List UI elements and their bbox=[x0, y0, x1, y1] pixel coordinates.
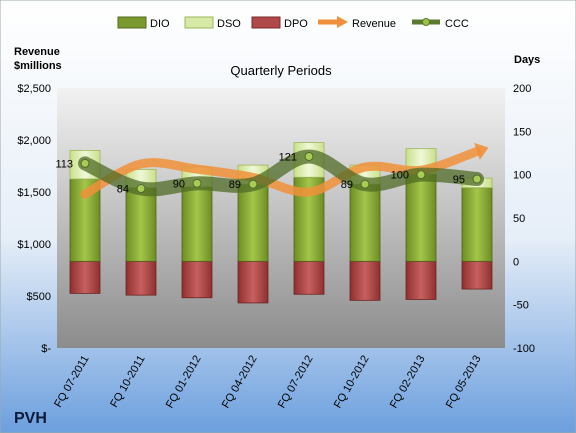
right-axis-label: Days bbox=[514, 54, 540, 66]
bar-dpo bbox=[237, 260, 269, 304]
left-tick-label: $1,500 bbox=[17, 187, 51, 199]
ccc-data-label: 89 bbox=[229, 179, 241, 191]
ccc-line bbox=[78, 149, 484, 197]
left-tick-label: $- bbox=[41, 343, 51, 355]
right-tick-label: 0 bbox=[513, 256, 519, 268]
bar-dpo bbox=[181, 260, 213, 299]
legend-dso: DSO bbox=[184, 16, 241, 30]
company-label: PVH bbox=[14, 410, 47, 427]
bar-dpo bbox=[461, 260, 493, 290]
legend-revenue-label: Revenue bbox=[352, 18, 396, 30]
left-tick-label: $2,500 bbox=[17, 83, 51, 95]
legend-dpo: DPO bbox=[251, 16, 308, 30]
legend-dpo-swatch bbox=[251, 16, 281, 29]
revenue-arrow-icon bbox=[474, 142, 489, 160]
chart-title: Quarterly Periods bbox=[230, 63, 332, 78]
left-axis-label-line1: Revenue bbox=[14, 46, 60, 58]
ccc-data-label: 95 bbox=[453, 174, 465, 186]
left-axis-label-line2: $millions bbox=[14, 60, 62, 72]
ccc-point bbox=[248, 179, 258, 189]
ccc-point bbox=[360, 179, 370, 189]
right-tick-label: 100 bbox=[513, 170, 531, 182]
bar-dpo bbox=[405, 260, 437, 300]
legend-revenue-arrow-icon bbox=[337, 16, 348, 28]
legend-dio-label: DIO bbox=[150, 18, 170, 30]
bar-dio bbox=[461, 187, 493, 262]
legend: DIO DSO DPO Revenue CCC bbox=[117, 16, 469, 30]
right-tick-label: 50 bbox=[513, 213, 525, 225]
bar-dio bbox=[405, 173, 437, 262]
legend-revenue: Revenue bbox=[318, 16, 396, 30]
ccc-point bbox=[192, 178, 202, 188]
ccc-data-label: 113 bbox=[55, 158, 73, 170]
legend-dio-swatch bbox=[117, 16, 147, 29]
ccc-point bbox=[472, 174, 482, 184]
ccc-point bbox=[304, 151, 314, 161]
right-tick-label: 150 bbox=[513, 126, 531, 138]
legend-ccc: CCC bbox=[412, 18, 469, 30]
right-tick-label: -50 bbox=[513, 300, 529, 312]
bar-dio bbox=[181, 186, 213, 262]
bar-dio bbox=[125, 187, 157, 262]
ccc-data-label: 100 bbox=[391, 170, 409, 182]
legend-dso-label: DSO bbox=[217, 18, 241, 30]
bar-dpo bbox=[69, 260, 101, 294]
right-tick-label: 200 bbox=[513, 83, 531, 95]
left-tick-label: $1,000 bbox=[17, 239, 51, 251]
legend-ccc-label: CCC bbox=[445, 18, 469, 30]
bar-dio bbox=[349, 183, 381, 262]
legend-ccc-marker bbox=[422, 18, 430, 26]
ccc-point bbox=[80, 158, 90, 168]
bar-dio bbox=[237, 183, 269, 262]
series-lines: 113 84 90 89 121 89 100 95 bbox=[55, 142, 489, 199]
legend-dpo-label: DPO bbox=[284, 18, 308, 30]
ccc-point bbox=[416, 170, 426, 180]
ccc-data-label: 89 bbox=[341, 179, 353, 191]
ccc-data-label: 121 bbox=[279, 151, 297, 163]
plot-area bbox=[57, 88, 505, 348]
bar-dpo bbox=[293, 260, 325, 295]
ccc-data-label: 84 bbox=[117, 184, 129, 196]
bar-dpo bbox=[125, 260, 157, 296]
legend-dio: DIO bbox=[117, 16, 170, 30]
left-tick-label: $2,000 bbox=[17, 135, 51, 147]
ccc-point bbox=[136, 184, 146, 194]
left-tick-label: $500 bbox=[27, 291, 51, 303]
right-tick-label: -100 bbox=[513, 343, 535, 355]
ccc-data-label: 90 bbox=[173, 178, 185, 190]
legend-dso-swatch bbox=[184, 16, 214, 29]
bar-dpo bbox=[349, 260, 381, 301]
